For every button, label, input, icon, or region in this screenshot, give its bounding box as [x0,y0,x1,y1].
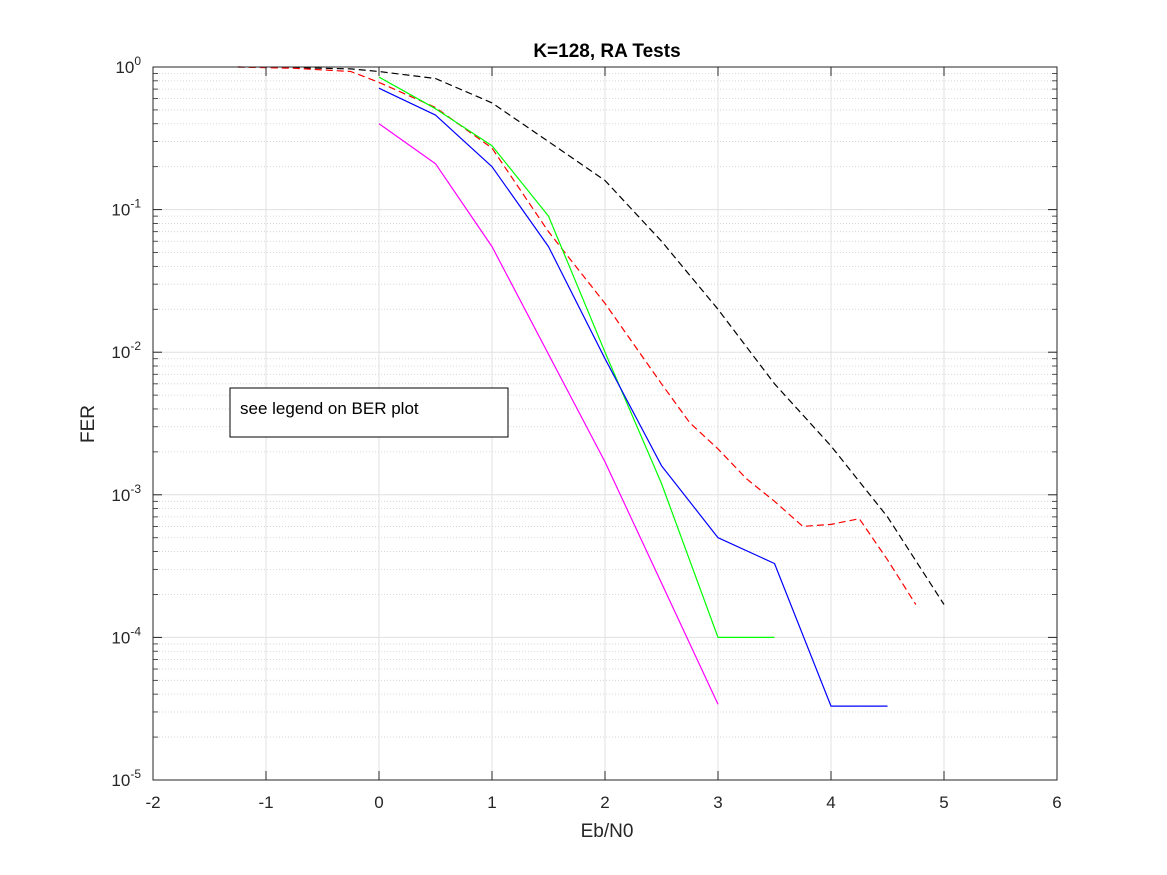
x-tick-label: 3 [713,793,722,812]
y-tick-label: 10-5 [111,767,141,790]
x-tick-label: -1 [258,793,273,812]
series-line-2 [237,66,917,605]
x-tick-label: 4 [826,793,835,812]
y-tick-label: 10-4 [111,624,141,647]
annotation-box: see legend on BER plot [229,387,509,438]
y-axis-label: FER [78,405,99,443]
series-line-4 [378,87,888,707]
x-tick-label: 2 [600,793,609,812]
series-line-5 [378,123,719,705]
axis-ticks [152,66,1058,781]
series-layer [237,66,945,707]
minor-grid [153,73,1057,738]
chart-title: K=128, RA Tests [533,41,680,62]
x-tick-labels: -2 -1 0 1 2 3 4 5 6 [145,793,1061,812]
series-line-3 [378,76,775,639]
x-tick-label: 0 [374,793,383,812]
y-tick-label: 100 [115,54,141,77]
y-tick-labels: 100 10-1 10-2 10-3 10-4 10-5 [111,54,141,790]
y-tick-label: 10-2 [111,339,141,362]
x-tick-label: -2 [145,793,160,812]
major-grid [153,67,1057,780]
annotation-frame [229,387,509,438]
y-tick-label: 10-3 [111,482,141,505]
x-tick-label: 6 [1052,793,1061,812]
x-tick-label: 5 [939,793,948,812]
y-tick-label: 10-1 [111,197,141,220]
x-tick-label: 1 [487,793,496,812]
annotation-text: see legend on BER plot [240,399,419,418]
series-line-1 [237,66,945,605]
x-axis-label: Eb/N0 [581,821,634,842]
